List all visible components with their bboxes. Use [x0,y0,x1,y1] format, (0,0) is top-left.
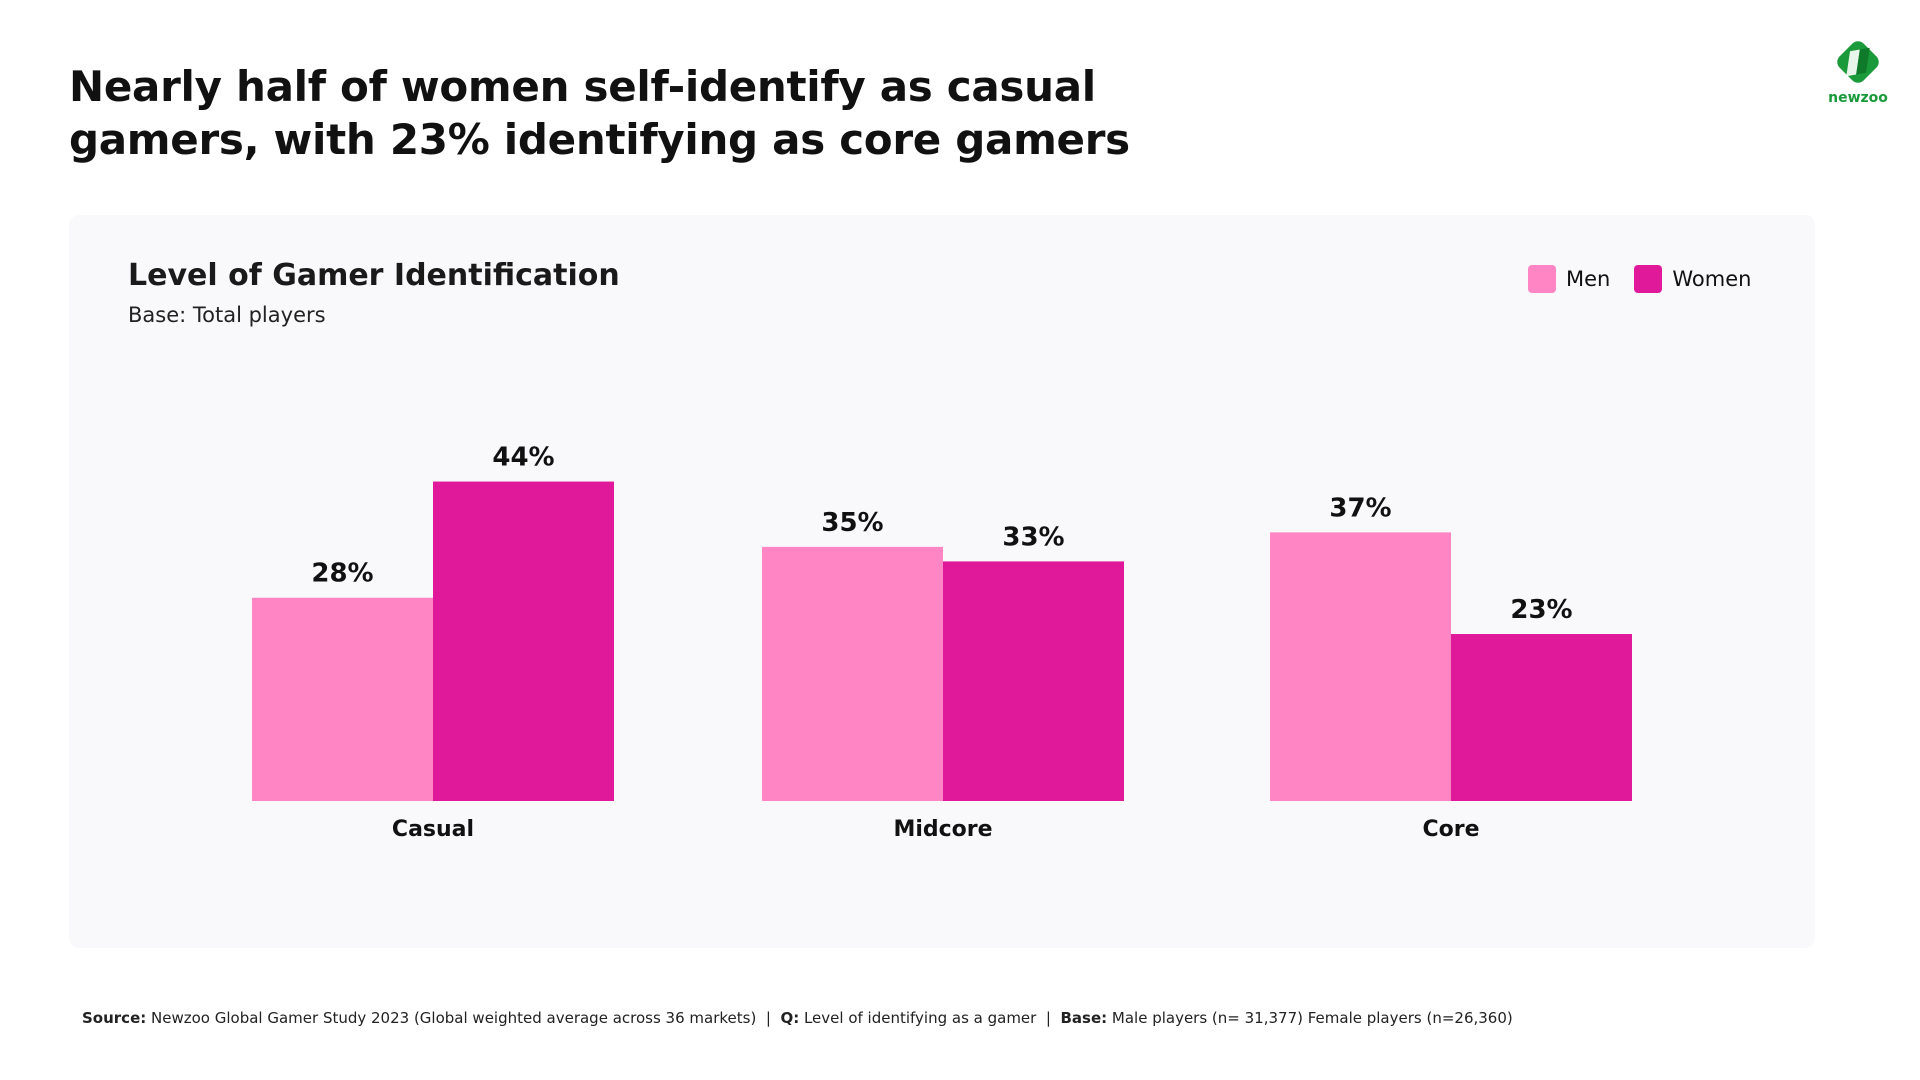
footer-source: Source: Newzoo Global Gamer Study 2023 (… [82,1009,1513,1027]
question-text: Level of identifying as a gamer | [799,1009,1061,1027]
source-label: Source: [82,1009,147,1027]
bar-men-midcore [762,546,943,801]
data-label: 37% [1329,493,1391,523]
bar-men-casual [252,597,433,801]
question-label: Q: [780,1009,800,1027]
legend-swatch-men [1528,265,1556,293]
page-title: Nearly half of women self-identify as ca… [69,62,1130,164]
data-label: 23% [1510,595,1572,625]
source-text: Newzoo Global Gamer Study 2023 (Global w… [146,1009,781,1027]
legend-label-women: Women [1672,267,1752,291]
legend-label-men: Men [1566,267,1611,291]
chart-title: Level of Gamer Identification [128,258,620,293]
bar-women-casual [433,481,614,801]
legend-item-men: Men [1528,265,1610,293]
category-label: Core [1422,817,1479,842]
data-label: 28% [311,559,373,589]
chart-subtitle: Base: Total players [128,303,326,327]
base-label: Base: [1060,1009,1108,1027]
bar-women-midcore [943,561,1124,801]
category-label: Midcore [893,817,992,842]
bar-women-core [1451,634,1632,801]
newzoo-logo: newzoo [1826,36,1890,106]
newzoo-logo-icon [1837,41,1879,83]
data-label: 44% [492,443,554,473]
legend-item-women: Women [1634,265,1751,293]
data-label: 35% [821,508,883,538]
base-text: Male players (n= 31,377) Female players … [1107,1009,1513,1027]
category-label: Casual [392,817,474,842]
legend: Men Women [1528,265,1775,293]
legend-swatch-women [1634,265,1663,293]
data-label: 33% [1002,522,1064,552]
bar-men-core [1270,532,1451,801]
logo-text: newzoo [1828,90,1888,106]
